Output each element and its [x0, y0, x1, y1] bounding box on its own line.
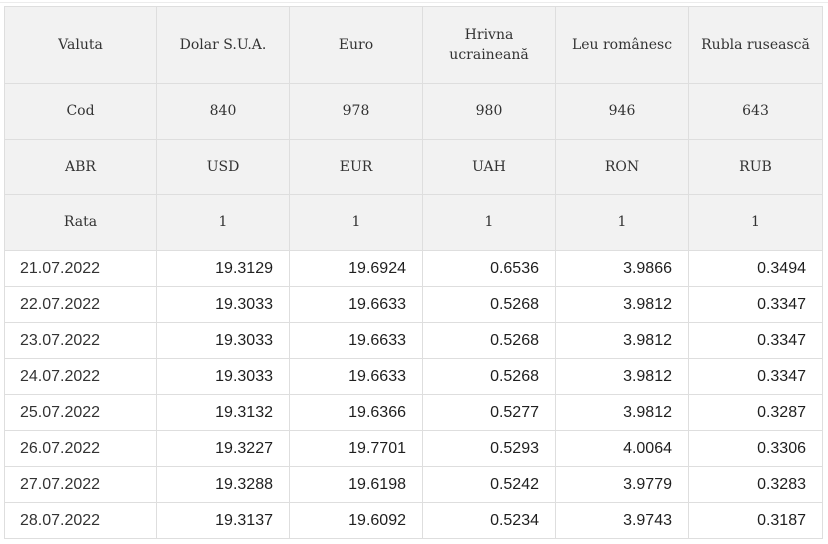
rate-cell-eur: 19.6633	[289, 286, 423, 323]
currency-rate-rub: 1	[688, 194, 823, 251]
currency-name-usd: Dolar S.U.A.	[156, 6, 290, 84]
rate-cell-eur: 19.6633	[289, 322, 423, 359]
table-row: 28.07.2022 19.3137 19.6092 0.5234 3.9743…	[4, 502, 823, 539]
currency-rate-eur: 1	[289, 194, 423, 251]
rate-cell-eur: 19.6366	[289, 394, 423, 431]
table-row: 22.07.2022 19.3033 19.6633 0.5268 3.9812…	[4, 286, 823, 323]
table-row: 23.07.2022 19.3033 19.6633 0.5268 3.9812…	[4, 322, 823, 359]
date-cell: 23.07.2022	[4, 322, 157, 359]
rate-cell-ron: 4.0064	[555, 430, 689, 467]
date-cell: 28.07.2022	[4, 502, 157, 539]
currency-abbr-uah: UAH	[422, 139, 556, 195]
date-cell: 26.07.2022	[4, 430, 157, 467]
table-row: 25.07.2022 19.3132 19.6366 0.5277 3.9812…	[4, 394, 823, 431]
currency-name-uah: Hrivna ucraineană	[422, 6, 556, 84]
currency-abbr-eur: EUR	[289, 139, 423, 195]
currency-code-usd: 840	[156, 83, 290, 140]
header-row-rate: Rata 1 1 1 1 1	[4, 194, 823, 251]
exchange-rate-table: Valuta Dolar S.U.A. Euro Hrivna ucrainea…	[4, 6, 823, 539]
rate-cell-usd: 19.3227	[156, 430, 290, 467]
rate-cell-ron: 3.9743	[555, 502, 689, 539]
currency-rate-uah: 1	[422, 194, 556, 251]
date-cell: 27.07.2022	[4, 466, 157, 503]
rate-cell-usd: 19.3033	[156, 322, 290, 359]
rate-cell-ron: 3.9812	[555, 358, 689, 395]
currency-name-eur: Euro	[289, 6, 423, 84]
rate-cell-uah: 0.5268	[422, 358, 556, 395]
rate-cell-rub: 0.3494	[688, 250, 823, 287]
rate-cell-uah: 0.5268	[422, 322, 556, 359]
top-divider	[0, 2, 828, 3]
rate-cell-ron: 3.9812	[555, 322, 689, 359]
header-label-code: Cod	[4, 83, 157, 140]
rate-cell-usd: 19.3033	[156, 286, 290, 323]
rate-cell-uah: 0.5242	[422, 466, 556, 503]
rate-cell-eur: 19.6924	[289, 250, 423, 287]
header-row-code: Cod 840 978 980 946 643	[4, 83, 823, 140]
currency-code-rub: 643	[688, 83, 823, 140]
rate-cell-usd: 19.3132	[156, 394, 290, 431]
header-label-abbreviation: ABR	[4, 139, 157, 195]
rate-cell-eur: 19.6633	[289, 358, 423, 395]
rate-cell-rub: 0.3306	[688, 430, 823, 467]
rate-cell-eur: 19.7701	[289, 430, 423, 467]
rate-cell-rub: 0.3347	[688, 286, 823, 323]
table-row: 24.07.2022 19.3033 19.6633 0.5268 3.9812…	[4, 358, 823, 395]
currency-abbr-ron: RON	[555, 139, 689, 195]
rate-cell-uah: 0.5234	[422, 502, 556, 539]
rate-cell-uah: 0.5268	[422, 286, 556, 323]
rate-cell-rub: 0.3347	[688, 322, 823, 359]
currency-abbr-rub: RUB	[688, 139, 823, 195]
header-label-currency: Valuta	[4, 6, 157, 84]
currency-rate-ron: 1	[555, 194, 689, 251]
rate-cell-eur: 19.6092	[289, 502, 423, 539]
currency-name-rub: Rubla rusească	[688, 6, 823, 84]
header-row-abbreviation: ABR USD EUR UAH RON RUB	[4, 139, 823, 195]
rate-cell-rub: 0.3347	[688, 358, 823, 395]
rate-cell-ron: 3.9779	[555, 466, 689, 503]
table-row: 21.07.2022 19.3129 19.6924 0.6536 3.9866…	[4, 250, 823, 287]
rate-cell-eur: 19.6198	[289, 466, 423, 503]
currency-code-eur: 978	[289, 83, 423, 140]
header-row-currency: Valuta Dolar S.U.A. Euro Hrivna ucrainea…	[4, 6, 823, 84]
currency-code-ron: 946	[555, 83, 689, 140]
rate-cell-usd: 19.3137	[156, 502, 290, 539]
date-cell: 25.07.2022	[4, 394, 157, 431]
rate-cell-uah: 0.5293	[422, 430, 556, 467]
date-cell: 22.07.2022	[4, 286, 157, 323]
rate-cell-usd: 19.3129	[156, 250, 290, 287]
table-row: 27.07.2022 19.3288 19.6198 0.5242 3.9779…	[4, 466, 823, 503]
table-row: 26.07.2022 19.3227 19.7701 0.5293 4.0064…	[4, 430, 823, 467]
rate-cell-rub: 0.3283	[688, 466, 823, 503]
date-cell: 21.07.2022	[4, 250, 157, 287]
rate-cell-usd: 19.3033	[156, 358, 290, 395]
rate-cell-ron: 3.9812	[555, 394, 689, 431]
currency-rate-usd: 1	[156, 194, 290, 251]
rate-cell-uah: 0.6536	[422, 250, 556, 287]
rate-cell-uah: 0.5277	[422, 394, 556, 431]
rate-cell-ron: 3.9812	[555, 286, 689, 323]
rate-cell-rub: 0.3187	[688, 502, 823, 539]
currency-code-uah: 980	[422, 83, 556, 140]
header-label-rate: Rata	[4, 194, 157, 251]
currency-name-ron: Leu românesc	[555, 6, 689, 84]
rate-cell-ron: 3.9866	[555, 250, 689, 287]
rate-cell-usd: 19.3288	[156, 466, 290, 503]
currency-abbr-usd: USD	[156, 139, 290, 195]
date-cell: 24.07.2022	[4, 358, 157, 395]
rate-cell-rub: 0.3287	[688, 394, 823, 431]
